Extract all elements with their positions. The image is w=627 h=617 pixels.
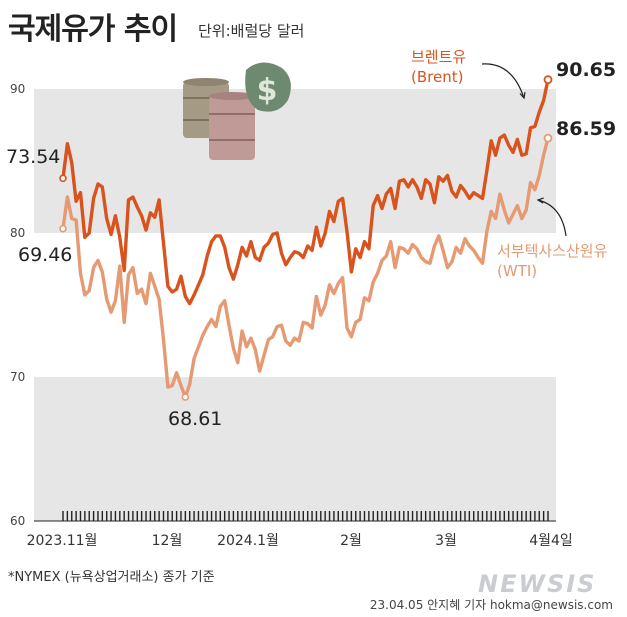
brent-leader-arrow <box>481 63 525 99</box>
y-tick-label: 70 <box>10 370 25 384</box>
x-tick-label: 4월4일 <box>529 533 573 549</box>
brent-line <box>61 79 550 306</box>
wti-end-point <box>543 133 553 143</box>
credit-line: 23.04.05 안지혜 기자 hokma@newsis.com <box>369 598 613 612</box>
brent-end-point <box>543 75 553 85</box>
x-tick-label: 12월 <box>152 533 183 549</box>
background-bands <box>34 89 556 521</box>
wti-legend-label: 서부텍사스산원유 <box>497 242 608 260</box>
y-tick-label: 60 <box>10 514 25 528</box>
page-title: 국제유가 추이 <box>8 12 178 47</box>
x-tick-label: 2023.11월 <box>27 533 98 549</box>
brent-end-label: 90.65 <box>556 59 616 81</box>
brent-start-label: 73.54 <box>6 146 60 168</box>
source-note: *NYMEX (뉴욕상업거래소) 종가 기준 <box>8 570 215 585</box>
watermark-logo: NEWSIS <box>478 570 597 598</box>
x-tick-label: 2024.1월 <box>217 533 279 549</box>
wti-min-point <box>181 393 190 401</box>
y-tick-label: 80 <box>10 226 25 240</box>
icon-group: $ <box>183 62 291 160</box>
y-tick-label: 90 <box>10 82 25 96</box>
brent-start-point <box>59 174 67 183</box>
wti-min-label: 68.61 <box>168 408 222 430</box>
dollar-bill-icon: $ <box>245 62 291 112</box>
wti-start-point <box>59 224 67 233</box>
x-axis-ticks <box>34 511 556 522</box>
x-axis-labels: 2023.11월 12월 2024.1월 2월 3월 4월4일 <box>27 533 573 549</box>
wti-end-label: 86.59 <box>556 118 616 140</box>
brent-legend-sub: (Brent) <box>411 68 463 86</box>
y-axis-ticks: 60 70 80 90 <box>10 82 25 528</box>
series-lines <box>59 75 553 401</box>
wti-leader-arrow-head <box>536 197 544 204</box>
brent-legend-label: 브렌트유 <box>411 48 466 66</box>
wti-legend-sub: (WTI) <box>497 262 537 280</box>
unit-label: 단위:배럴당 달러 <box>198 22 305 40</box>
x-tick-label: 3월 <box>435 533 457 549</box>
oil-barrel-icon <box>209 92 255 160</box>
band-80-90 <box>34 89 556 233</box>
svg-text:$: $ <box>257 73 278 108</box>
wti-leader-arrow <box>537 199 567 237</box>
value-labels: 73.54 69.46 90.65 86.59 68.61 브렌트유 (Brent) 서부텍사… <box>6 48 616 430</box>
wti-line <box>61 137 550 399</box>
x-tick-label: 2월 <box>340 533 362 549</box>
band-60-70 <box>34 377 556 521</box>
wti-start-label: 69.46 <box>18 244 72 266</box>
brent-leader-arrow-head <box>519 91 526 100</box>
